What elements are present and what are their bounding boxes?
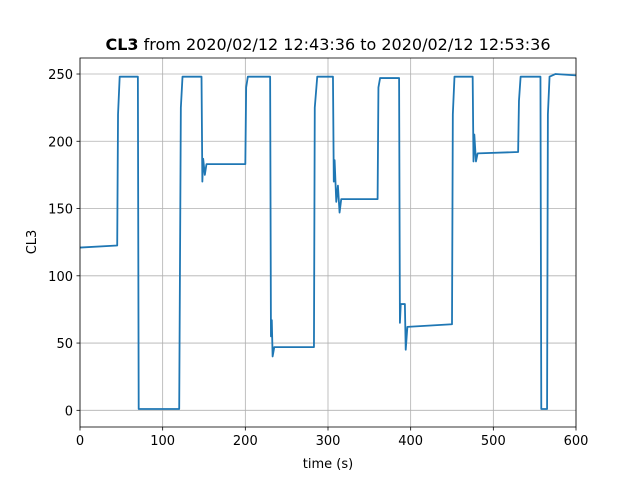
y-tick-label: 0 (65, 404, 73, 419)
x-tick-label: 400 (398, 434, 423, 449)
plot-frame (79, 57, 577, 428)
y-tick-label: 200 (48, 135, 73, 150)
x-tick-label: 600 (564, 434, 589, 449)
y-tick-label: 50 (56, 337, 73, 352)
x-tick-label: 100 (150, 434, 175, 449)
y-axis-label: CL3 (25, 230, 40, 255)
y-tick-label: 250 (48, 68, 73, 83)
data-line (79, 73, 577, 410)
x-tick-label: 200 (233, 434, 258, 449)
x-tick-label: 300 (316, 434, 341, 449)
y-tick-label: 150 (48, 203, 73, 218)
y-tick-label: 100 (48, 270, 73, 285)
x-tick-label: 0 (76, 434, 84, 449)
x-tick-label: 500 (481, 434, 506, 449)
x-axis-label: time (s) (303, 457, 353, 472)
chart-title: CL3 from 2020/02/12 12:43:36 to 2020/02/… (105, 35, 550, 54)
title-rest: from 2020/02/12 12:43:36 to 2020/02/12 1… (144, 35, 551, 54)
title-bold: CL3 (105, 35, 138, 54)
